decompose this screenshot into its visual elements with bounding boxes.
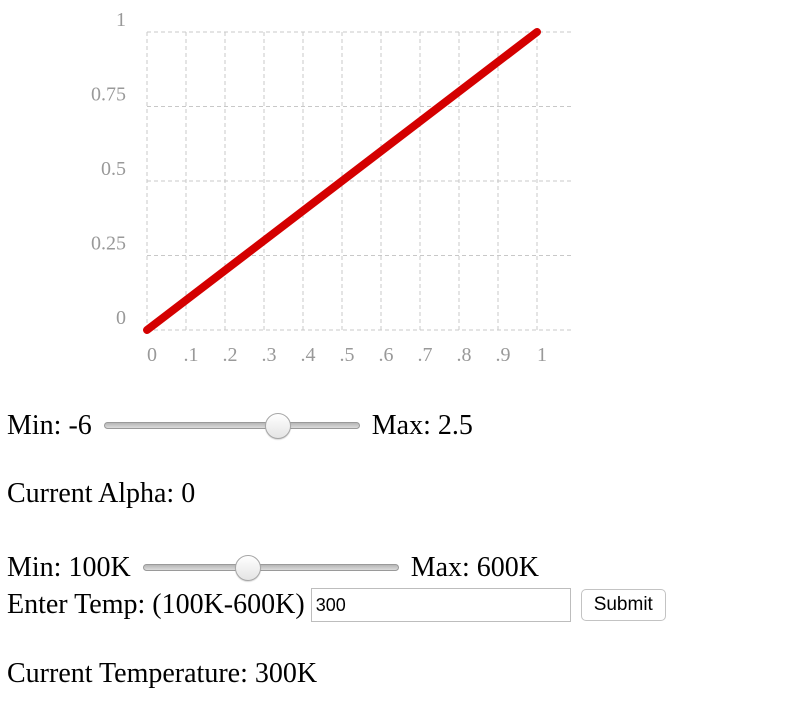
temp-max-label: Max: 600K [410,552,540,583]
x-tick-label: .9 [496,344,511,366]
line-chart: 0 0.25 0.5 0.75 1 0 .1 .2 .3 .4 .5 .6 .7 .8 .9 1 [91,9,573,366]
x-tick-label: .2 [223,344,238,366]
x-tick-label: .5 [340,344,355,366]
temp-slider-row: Min: 100K Max: 600K [7,552,539,584]
alpha-slider-thumb[interactable] [264,413,291,439]
temp-slider-thumb[interactable] [234,555,261,581]
x-tick-label: .4 [301,344,316,366]
current-temperature-text: Current Temperature: 300K [7,658,318,689]
temp-status-row: Current Temperature: 300K [7,658,317,690]
x-axis-ticks: 0 .1 .2 .3 .4 .5 .6 .7 .8 .9 1 [147,344,547,366]
enter-temp-label: Enter Temp: (100K-600K) [7,589,305,620]
y-tick-label: 0.25 [91,233,126,255]
alpha-min-label: Min: -6 [7,410,92,441]
series-line [143,28,541,334]
alpha-slider-track[interactable] [103,422,360,429]
y-axis-ticks: 0 0.25 0.5 0.75 1 [91,9,126,329]
y-tick-label: 0.5 [101,158,126,180]
submit-button[interactable]: Submit [580,589,666,621]
current-alpha-text: Current Alpha: 0 [7,478,196,509]
x-tick-label: .8 [457,344,472,366]
alpha-max-label: Max: 2.5 [371,410,473,441]
x-tick-label: .7 [418,344,433,366]
temp-input[interactable] [310,588,571,622]
x-tick-label: 0 [147,344,157,366]
y-tick-label: 1 [116,9,126,31]
x-tick-label: .1 [184,344,199,366]
alpha-slider[interactable] [103,413,360,439]
temp-min-label: Min: 100K [7,552,131,583]
temp-slider[interactable] [142,555,399,581]
temp-slider-track[interactable] [142,564,399,571]
alpha-slider-row: Min: -6 Max: 2.5 [7,410,473,442]
x-tick-label: .6 [379,344,394,366]
x-tick-label: .3 [262,344,277,366]
temp-form-row: Enter Temp: (100K-600K) Submit [7,588,666,622]
alpha-status-row: Current Alpha: 0 [7,478,195,510]
y-tick-label: 0.75 [91,84,126,106]
y-tick-label: 0 [116,307,126,329]
chart-series [143,28,541,334]
x-tick-label: 1 [537,344,547,366]
